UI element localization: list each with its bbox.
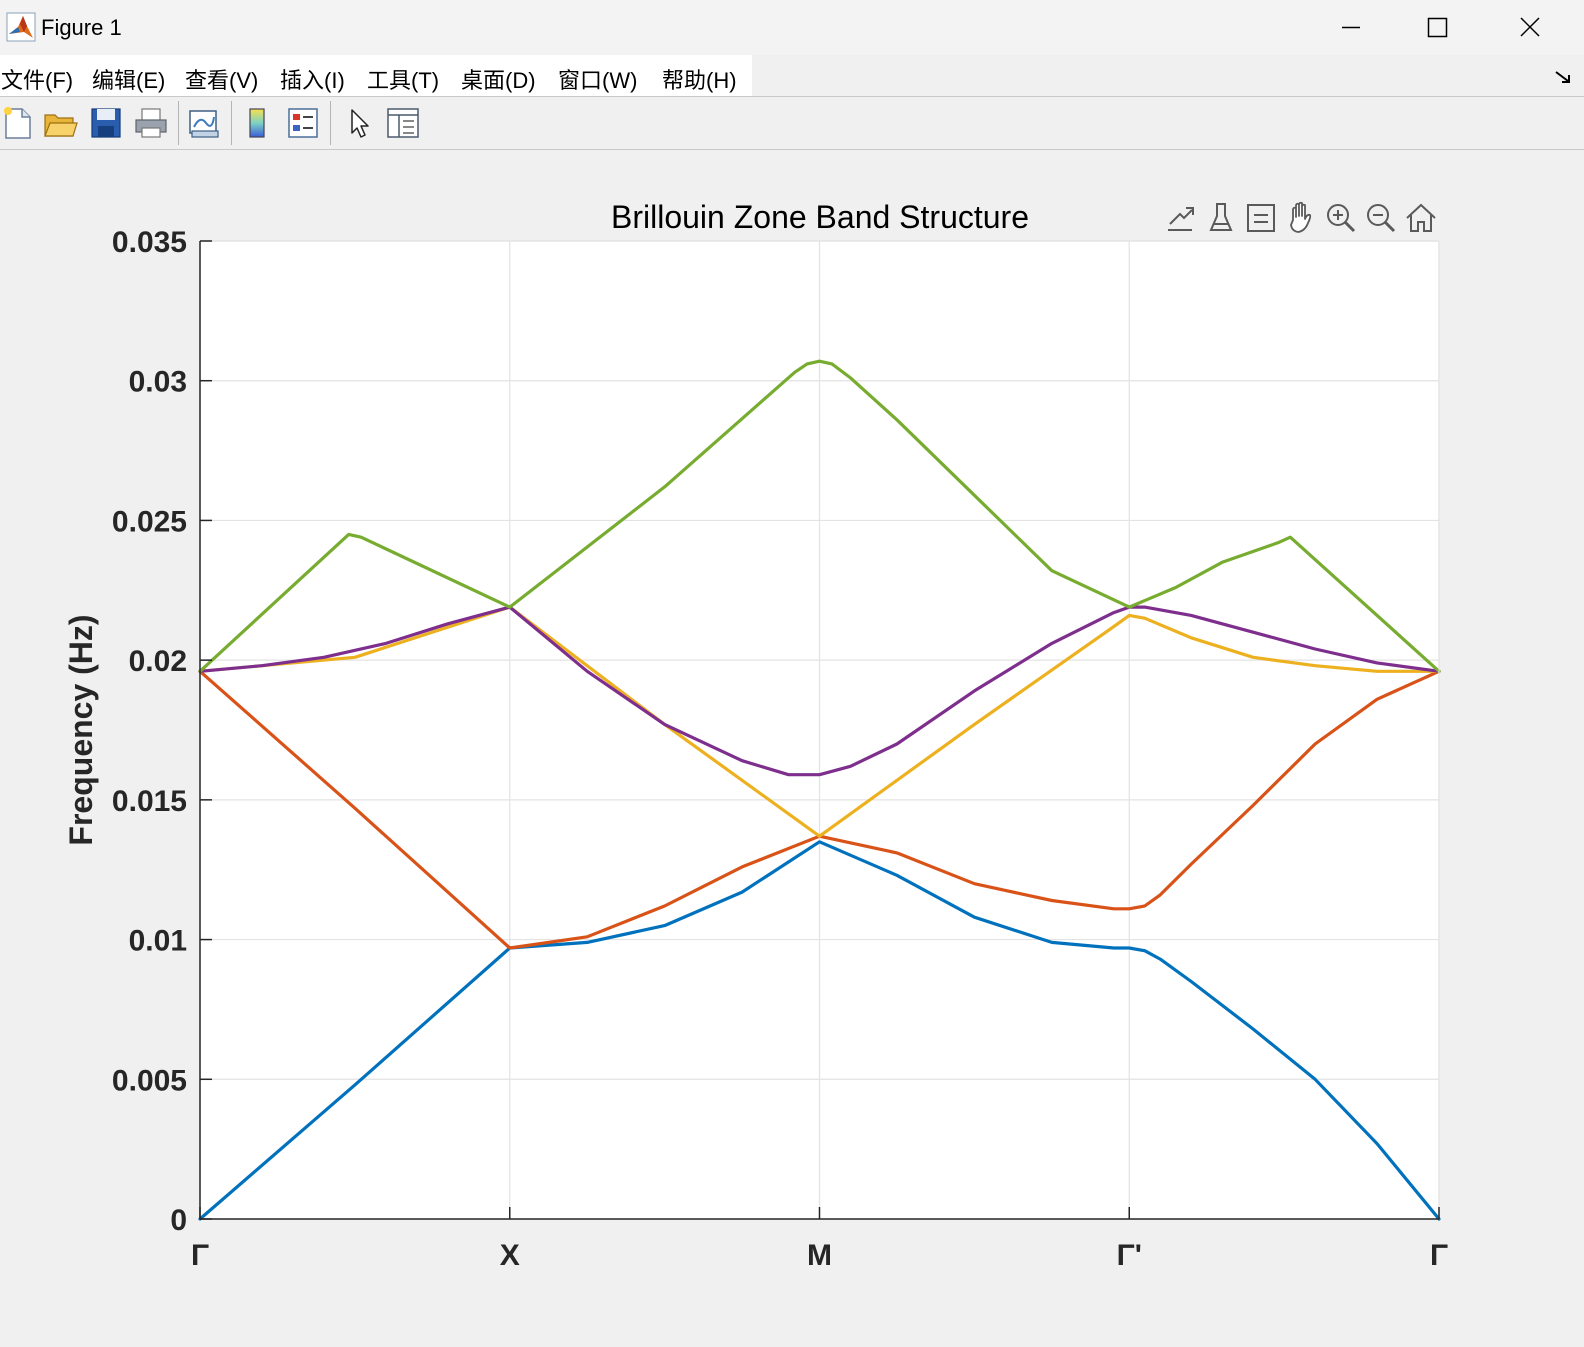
zoom-out-icon[interactable] [1363,200,1399,236]
y-tick-label: 0.035 [112,226,187,259]
y-tick-label: 0.03 [129,366,187,399]
toolbar-separator [178,101,179,145]
figure-canvas: 0 0.005 0.01 0.015 0.02 0.025 0.03 0.035 Γ X M Γ' Γ … [0,150,1584,1347]
x-tick-label: Γ' [1117,1239,1142,1272]
toolbar-separator [231,101,232,145]
maximize-icon [1427,17,1448,38]
x-tick-label: M [807,1239,832,1272]
close-icon [1520,17,1540,37]
dock-arrow-icon[interactable] [1550,63,1580,93]
menu-file[interactable]: 文件(F) [1,68,74,93]
figure-toolbar [0,97,1584,149]
toolbar-bottom-border [0,149,1584,150]
export-icon[interactable] [1162,200,1198,236]
minimize-button[interactable] [1305,0,1397,55]
maximize-button[interactable] [1397,0,1489,55]
series-line-2 [198,669,1441,950]
y-tick-label: 0.02 [129,645,187,678]
print-icon[interactable] [133,105,169,141]
window-title: Figure 1 [41,15,122,40]
x-tick-label: Γ [191,1239,209,1272]
y-tick-label: 0.01 [129,925,187,958]
title-bar: Figure 1 [0,0,1584,55]
series-line-1 [198,840,1441,1221]
save-icon[interactable] [88,105,124,141]
menu-window[interactable]: 窗口(W) [558,68,638,93]
y-tick-label: 0.025 [112,505,187,538]
series-lines [198,359,1441,1221]
x-tick-label: X [500,1239,520,1272]
menu-bar: 文件(F) 编辑(E) 查看(V) 插入(I) 工具(T) 桌面(D) 窗口(W… [0,55,1584,97]
toolbar-separator [330,101,331,145]
link-plot-icon[interactable] [186,105,222,141]
close-button[interactable] [1489,0,1581,55]
menu-separator [0,96,1584,97]
new-figure-icon[interactable] [0,105,36,141]
chart-title: Brillouin Zone Band Structure [611,199,1029,235]
zoom-in-icon[interactable] [1323,200,1359,236]
pan-icon[interactable] [1283,200,1319,236]
brush-icon[interactable] [1203,200,1239,236]
data-tips-icon[interactable] [1243,200,1279,236]
series-line-4 [198,605,1441,777]
series-line-5 [198,359,1441,673]
minimize-icon [1342,26,1360,29]
menu-strip: 文件(F) 编辑(E) 查看(V) 插入(I) 工具(T) 桌面(D) 窗口(W… [0,55,752,97]
menu-desktop[interactable]: 桌面(D) [461,68,536,93]
y-tick-label: 0 [170,1204,187,1237]
menu-view[interactable]: 查看(V) [185,68,259,93]
y-tick-label: 0.005 [112,1064,187,1097]
menu-insert[interactable]: 插入(I) [280,68,345,93]
legend-icon[interactable] [285,105,321,141]
property-inspector-icon[interactable] [385,105,421,141]
restore-view-icon[interactable] [1403,200,1439,236]
colorbar-icon[interactable] [240,105,276,141]
y-axis-label: Frequency (Hz) [63,614,99,845]
x-tick-label: Γ [1430,1239,1448,1272]
open-file-icon[interactable] [42,105,78,141]
axis-ticks: 0 0.005 0.01 0.015 0.02 0.025 0.03 0.035 Γ X M Γ' Γ [112,226,1448,1272]
menu-help[interactable]: 帮助(H) [662,68,737,93]
menu-edit[interactable]: 编辑(E) [92,68,166,93]
matlab-icon [6,12,36,42]
menu-tools[interactable]: 工具(T) [367,68,440,93]
edit-plot-arrow-icon[interactable] [342,105,378,141]
y-tick-label: 0.015 [112,785,187,818]
